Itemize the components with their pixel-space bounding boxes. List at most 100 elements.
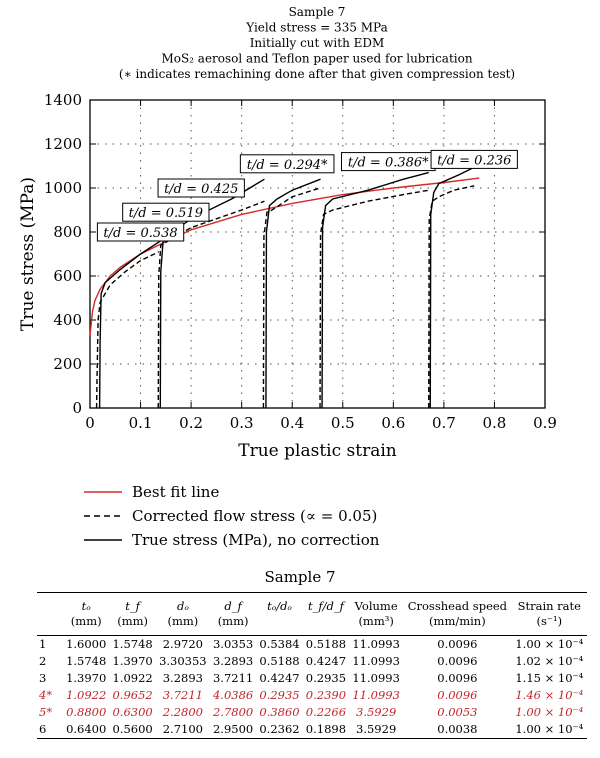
table-cell: 0.0053	[437, 705, 478, 719]
table-cell: 0.4247	[259, 671, 300, 685]
row-id: 6	[39, 722, 47, 736]
chart: Sample 7 Yield stress = 335 MPaInitially …	[18, 5, 557, 461]
table-cell: 0.0096	[437, 637, 478, 651]
table-cell: 0.2390	[305, 688, 347, 702]
table-cell: 0.5188	[305, 637, 347, 651]
table-cell: 3.7211	[212, 671, 254, 685]
table-row: 3 1.3970 1.0922 3.2893 3.7211 0.4247 0.2935 11.…	[37, 670, 587, 687]
header-unit: (s⁻¹)	[536, 614, 563, 628]
header-id	[37, 593, 63, 636]
y-tick-label: 0	[72, 399, 82, 417]
best-fit-line	[89, 177, 480, 336]
true-stress-line	[429, 165, 478, 409]
legend-label: True stress (MPa), no correction	[132, 531, 380, 549]
table-cell: 1.00 × 10⁻⁴	[515, 722, 584, 736]
series-group	[89, 165, 480, 409]
legend-item-best-fit: Best fit line	[84, 480, 379, 504]
x-tick-label: 0.8	[483, 414, 507, 432]
x-tick-label: 0.4	[280, 414, 304, 432]
annotation-text: t/d = 0.294*	[247, 158, 328, 173]
table-cell: 4.0386	[212, 688, 254, 702]
table-cell: 1.46 × 10⁻⁴	[515, 688, 584, 702]
header-label: t_f/d_f	[307, 599, 344, 613]
legend-label: Corrected flow stress (∝ = 0.05)	[132, 507, 378, 525]
annotation-box	[430, 149, 518, 169]
table-cell: 1.5748	[112, 637, 153, 651]
table-cell: 3.2893	[162, 671, 203, 685]
corrected-flow-stress-line	[428, 185, 475, 409]
table-row: 1 1.6000 1.5748 2.9720 3.0353 0.5384 0.5188 11.…	[37, 636, 587, 654]
table-cell: 0.8800	[66, 705, 107, 719]
column-header: dₒ (mm)	[156, 593, 210, 636]
column-header: Strain rate (s⁻¹)	[512, 593, 587, 636]
data-table: tₒ (mm) t_f (mm) dₒ (mm) d_f (mm) tₒ/dₒ t_f/d_f Vo…	[37, 592, 587, 739]
y-axis-label: True stress (MPa)	[18, 177, 38, 331]
legend-label: Best fit line	[132, 483, 220, 501]
header-label: Volume	[354, 599, 398, 613]
chart-title-line: Sample 7	[289, 5, 346, 19]
table-cell: 0.0096	[437, 654, 478, 668]
row-id: 5*	[39, 705, 53, 719]
table-cell: 3.5929	[356, 705, 397, 719]
annotation-text: t/d = 0.519	[129, 206, 203, 221]
table-cell: 0.2266	[305, 705, 347, 719]
table-cell: 0.0096	[437, 671, 478, 685]
table-header-row: tₒ (mm) t_f (mm) dₒ (mm) d_f (mm) tₒ/dₒ t_f/d_f Vo…	[37, 592, 587, 636]
table-cell: 3.30353	[159, 654, 207, 668]
y-tick-label: 400	[53, 311, 82, 329]
corrected-flow-stress-line	[319, 189, 429, 409]
table-row: 4* 1.0922 0.9652 3.7211 4.0386 0.2935 0.2390 11…	[37, 687, 587, 704]
annotation-text: t/d = 0.386*	[348, 156, 429, 171]
row-id: 3	[39, 671, 47, 685]
annotation-box	[96, 222, 185, 242]
x-tick-label: 0.5	[331, 414, 355, 432]
table-cell: 11.0993	[352, 688, 400, 702]
table-title: Sample 7	[264, 568, 336, 586]
annotation-label: t/d = 0.425	[157, 178, 245, 198]
table-cell: 3.2893	[212, 654, 254, 668]
true-stress-line	[98, 240, 162, 409]
column-header: d_f (mm)	[210, 593, 256, 636]
table-cell: 1.6000	[66, 637, 107, 651]
table-cell: 3.7211	[162, 688, 203, 702]
header-unit: (mm)	[117, 614, 148, 628]
table-row: 2 1.5748 1.3970 3.30353 3.2893 0.5188 0.4247 11…	[37, 653, 587, 670]
table-body: 1 1.6000 1.5748 2.9720 3.0353 0.5384 0.5188 11.…	[37, 636, 587, 739]
header-unit: (mm³)	[358, 614, 394, 628]
y-tick-label: 800	[53, 223, 82, 241]
table-cell: 0.0038	[437, 722, 478, 736]
row-id: 2	[39, 654, 47, 668]
legend: Best fit line Corrected flow stress (∝ =…	[84, 480, 379, 552]
header-label: Strain rate	[517, 599, 581, 613]
annotation-label: t/d = 0.236	[430, 149, 518, 169]
annotation-box	[122, 202, 210, 222]
true-stress-line	[265, 178, 321, 409]
annotation-text: t/d = 0.236	[437, 153, 511, 168]
header-label: Crosshead speed	[407, 599, 508, 613]
header-label: t_f	[125, 599, 140, 613]
y-tick-label: 1000	[44, 179, 82, 197]
table-cell: 0.3860	[259, 705, 300, 719]
x-tick-label: 0.6	[381, 414, 405, 432]
x-axis-label: True plastic strain	[238, 441, 397, 461]
table-cell: 11.0993	[352, 671, 400, 685]
table-cell: 1.00 × 10⁻⁴	[515, 705, 584, 719]
header-unit: (mm/min)	[429, 614, 486, 628]
table-cell: 0.1898	[305, 722, 347, 736]
y-tick-label: 1400	[44, 91, 82, 109]
corrected-flow-stress-line	[95, 251, 160, 409]
x-tick-label: 0	[85, 414, 95, 432]
annotation-text: t/d = 0.538	[103, 226, 177, 241]
annotation-label: t/d = 0.294*	[239, 154, 335, 174]
table-cell: 1.0922	[66, 688, 107, 702]
true-stress-line	[321, 171, 429, 409]
header-unit: (mm)	[217, 614, 249, 628]
table-cell: 0.0096	[437, 688, 478, 702]
x-tick-label: 0.9	[533, 414, 557, 432]
column-header: t_f (mm)	[109, 593, 155, 636]
table-cell: 3.5929	[356, 722, 397, 736]
chart-title-line: MoS₂ aerosol and Teflon paper used for l…	[161, 52, 472, 66]
header-label: tₒ/dₒ	[267, 599, 292, 613]
table-cell: 0.2935	[259, 688, 300, 702]
table-cell: 0.5188	[259, 654, 300, 668]
